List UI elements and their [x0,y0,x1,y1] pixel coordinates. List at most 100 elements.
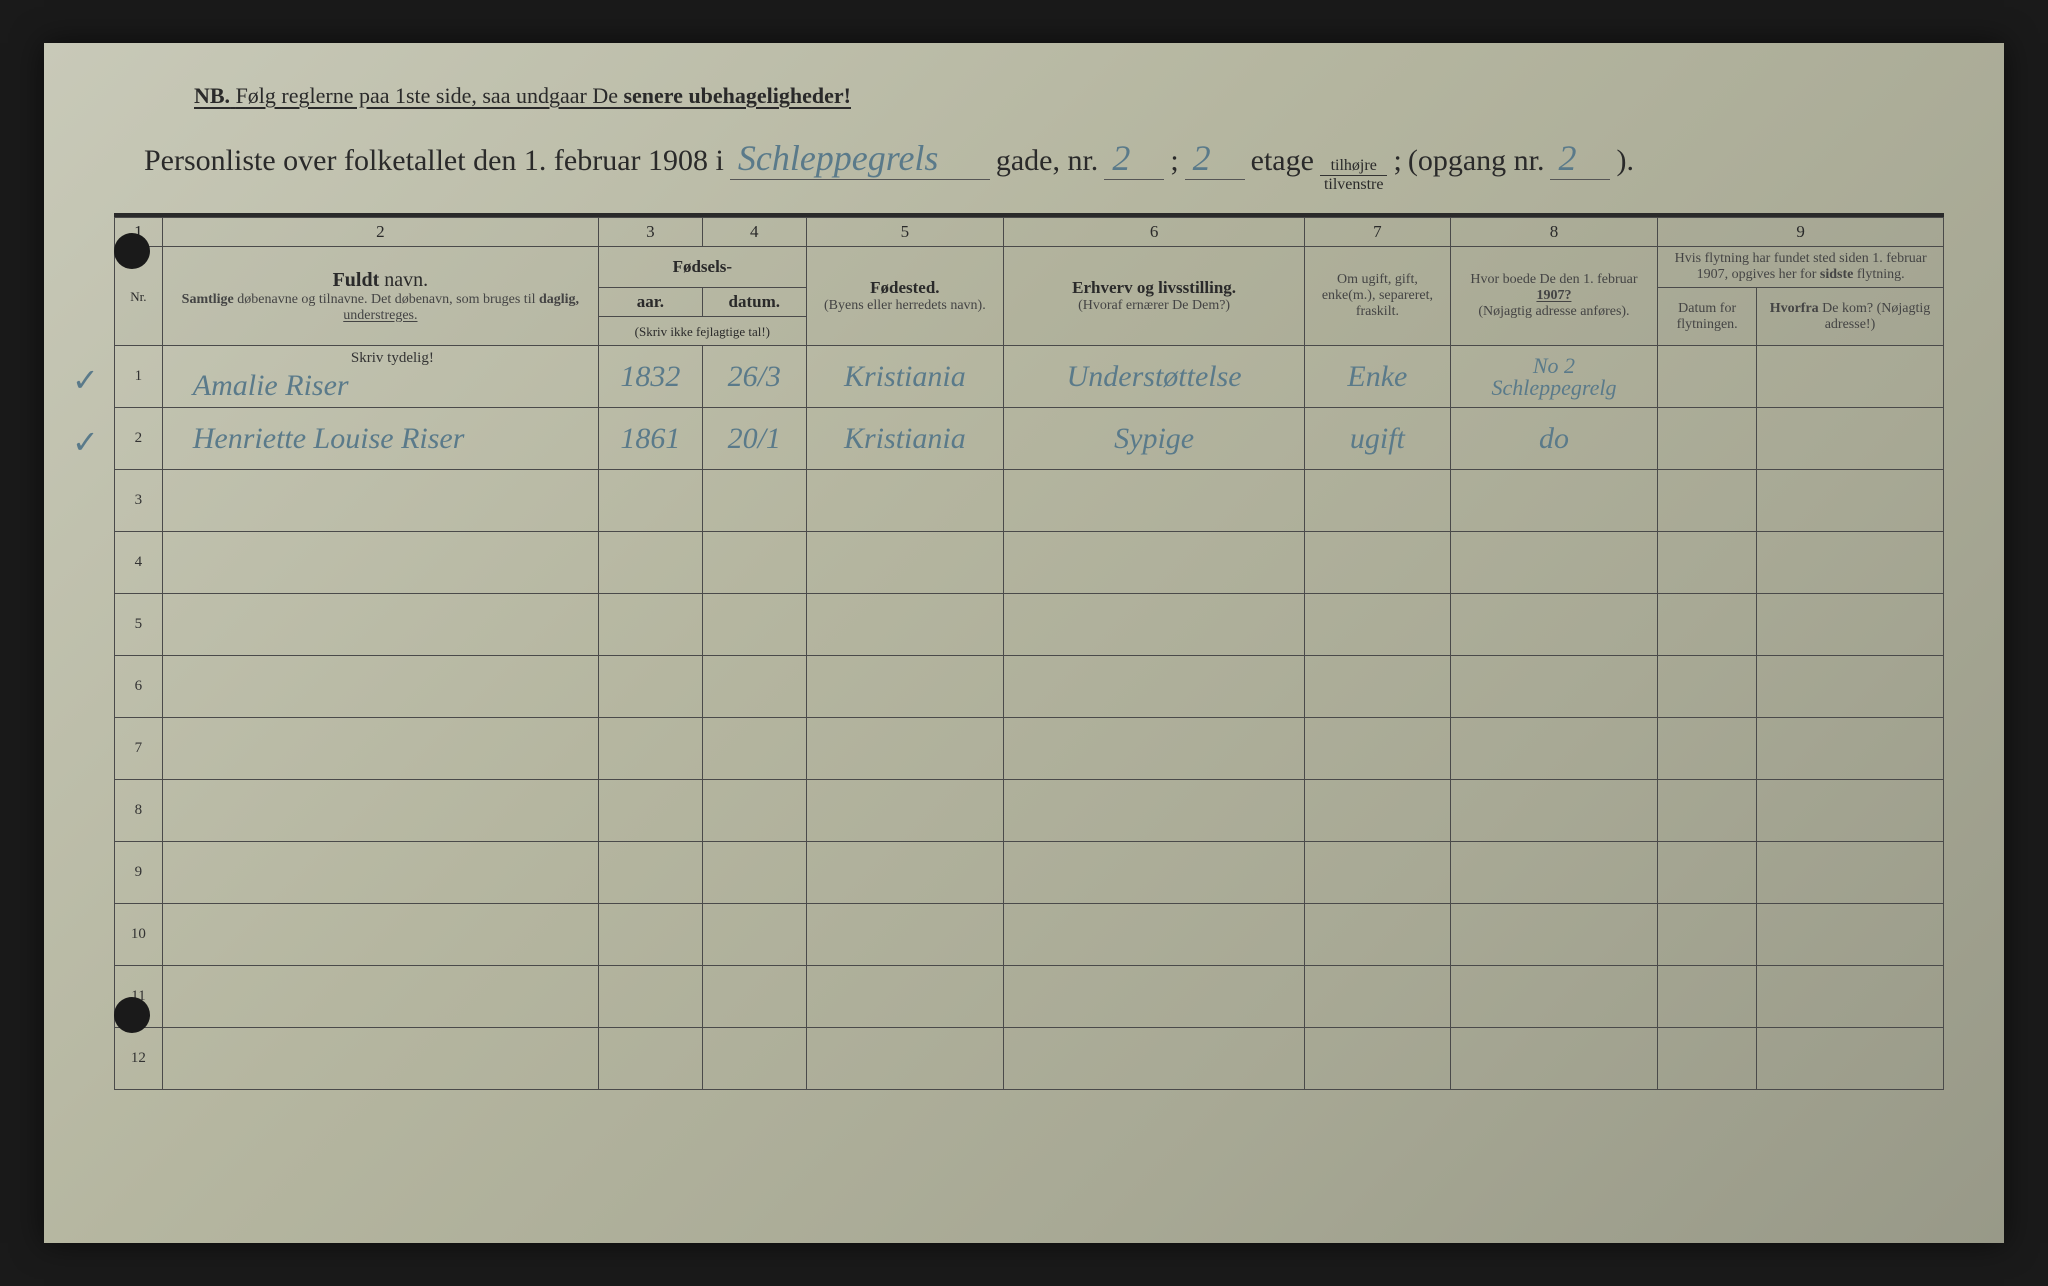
side-fraction: tilhøjre tilvenstre [1320,157,1388,193]
semicolon-1: ; [1170,144,1178,178]
date-cell [702,718,806,780]
row-number: 12 [115,1028,163,1090]
prev-addr-cell [1450,656,1658,718]
prev-addr-cell [1450,780,1658,842]
table-row: 6 [115,656,1944,718]
census-table: 1 2 3 4 5 6 7 8 9 Nr. Fuldt navn. Samtli… [114,217,1944,1090]
row-number: 9 [115,842,163,904]
prev-addr-cell: No 2Schleppegrelg [1450,346,1658,408]
occupation-cell [1004,966,1305,1028]
table-row: 4 [115,532,1944,594]
year-cell [598,904,702,966]
street-nr-field: 2 [1104,137,1164,180]
occupation-cell [1004,470,1305,532]
move-from-cell [1756,532,1943,594]
date-cell [702,594,806,656]
name-cell [162,1028,598,1090]
marital-cell: ugift [1305,408,1450,470]
name-cell [162,842,598,904]
date-cell [702,532,806,594]
year-cell [598,594,702,656]
move-from-cell [1756,408,1943,470]
date-cell: 20/1 [702,408,806,470]
title-prefix: Personliste over folketallet den 1. febr… [144,144,724,178]
birthplace-cell: Kristiania [806,408,1003,470]
year-cell: 1832 [598,346,702,408]
table-row: 2Henriette Louise Riser186120/1Kristiani… [115,408,1944,470]
date-cell [702,904,806,966]
marital-cell [1305,842,1450,904]
table-row: 9 [115,842,1944,904]
move-date-cell [1658,470,1757,532]
year-cell [598,842,702,904]
occupation-cell [1004,532,1305,594]
marital-cell [1305,718,1450,780]
form-title-line: Personliste over folketallet den 1. febr… [144,137,1944,193]
year-cell [598,1028,702,1090]
occupation-cell [1004,780,1305,842]
nb-prefix: NB. [194,83,230,108]
move-date-cell [1658,532,1757,594]
move-header: Hvis flytning har fundet sted siden 1. f… [1658,247,1944,288]
date-cell [702,1028,806,1090]
move-date-cell [1658,1028,1757,1090]
marital-cell [1305,594,1450,656]
date-header: datum. [702,288,806,317]
name-cell [162,966,598,1028]
row-number: 6 [115,656,163,718]
table-row: 11 [115,966,1944,1028]
date-cell [702,966,806,1028]
table-row: 1Skriv tydelig!Amalie Riser183226/3Krist… [115,346,1944,408]
move-date-header: Datum for flytningen. [1658,288,1757,346]
move-date-cell [1658,904,1757,966]
move-date-cell [1658,780,1757,842]
name-cell [162,470,598,532]
birthplace-cell [806,532,1003,594]
colnum-2: 2 [162,218,598,247]
birth-note: (Skriv ikke fejlagtige tal!) [598,317,806,346]
row-number: 3 [115,470,163,532]
name-cell: Henriette Louise Riser [162,408,598,470]
occupation-cell [1004,656,1305,718]
year-cell [598,470,702,532]
marital-cell [1305,532,1450,594]
birthplace-cell [806,594,1003,656]
semicolon-2: ; [1393,144,1401,178]
table-row: 12 [115,1028,1944,1090]
row-number: 7 [115,718,163,780]
date-cell [702,780,806,842]
opgang-label: (opgang nr. [1408,144,1545,178]
nb-notice: NB. Følg reglerne paa 1ste side, saa und… [194,83,1944,109]
data-rows-body: 1Skriv tydelig!Amalie Riser183226/3Krist… [115,346,1944,1090]
nb-text: Følg reglerne paa 1ste side, saa undgaar… [236,83,618,108]
prev-addr-cell [1450,1028,1658,1090]
move-from-cell [1756,1028,1943,1090]
row-number: 4 [115,532,163,594]
opgang-nr-field: 2 [1550,137,1610,180]
colnum-3: 3 [598,218,702,247]
move-from-header: Hvorfra De kom? (Nøjagtig adresse!) [1756,288,1943,346]
year-cell [598,532,702,594]
date-cell: 26/3 [702,346,806,408]
occupation-cell [1004,904,1305,966]
prev-addr-cell: do [1450,408,1658,470]
punch-hole-top [114,233,150,269]
move-from-cell [1756,594,1943,656]
birth-header: Fødsels- [598,247,806,288]
move-date-cell [1658,408,1757,470]
name-cell [162,594,598,656]
occupation-header: Erhverv og livsstilling. (Hvoraf ernærer… [1004,247,1305,346]
marital-cell [1305,470,1450,532]
header-row-1: Nr. Fuldt navn. Samtlige døbenavne og ti… [115,247,1944,288]
move-date-cell [1658,718,1757,780]
year-cell [598,780,702,842]
prev-addr-cell [1450,966,1658,1028]
marital-cell [1305,1028,1450,1090]
birthplace-cell [806,842,1003,904]
date-cell [702,470,806,532]
marital-cell [1305,780,1450,842]
occupation-cell [1004,594,1305,656]
marital-cell: Enke [1305,346,1450,408]
birthplace-cell [806,470,1003,532]
table-row: 10 [115,904,1944,966]
